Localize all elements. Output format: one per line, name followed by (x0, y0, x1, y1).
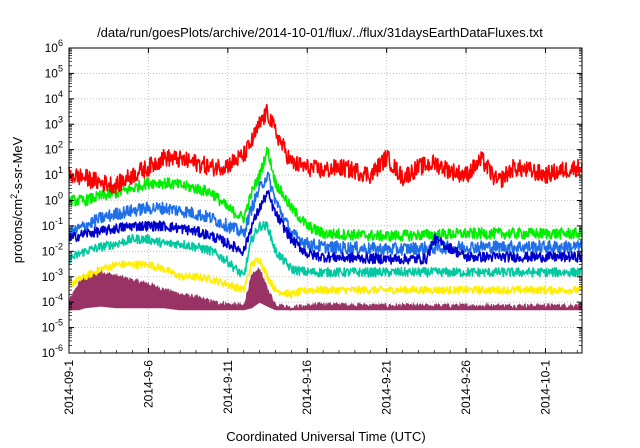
y-tick-base: 10 (42, 346, 56, 360)
x-tick-label: 2014-10-1 (538, 360, 552, 415)
y-tick-base: 10 (42, 321, 56, 335)
y-tick-base: 10 (42, 270, 56, 284)
y-tick-label: 10-6 (42, 343, 63, 360)
series-path (68, 257, 583, 299)
y-tick-base: 10 (45, 66, 59, 80)
series-path (68, 171, 583, 257)
x-tick-label: 2014-9-6 (141, 360, 155, 408)
series-path (68, 189, 583, 265)
y-tick-exponent: -1 (55, 216, 63, 226)
y-tick-label: 10-5 (42, 318, 63, 335)
x-axis: 2014-09-1 2014-9-6 2014-9-11 2014-9-16 2014-… (62, 48, 578, 415)
y-axis-label-units: -s-sr-MeV (10, 136, 25, 193)
y-tick-base: 10 (42, 219, 56, 233)
y-tick-exponent: 1 (58, 165, 63, 175)
chart-title: /data/run/goesPlots/archive/2014-10-01/f… (97, 25, 543, 40)
x-axis-label: Coordinated Universal Time (UTC) (226, 429, 425, 444)
plot-area (68, 103, 583, 312)
y-tick-exponent: -2 (55, 241, 63, 251)
y-tick-label: 10-4 (42, 292, 63, 309)
y-tick-base: 10 (45, 117, 59, 131)
series-line (68, 103, 583, 195)
y-tick-exponent: 5 (58, 63, 63, 73)
y-tick-label: 100 (45, 191, 63, 208)
x-tick-label: 2014-9-16 (300, 360, 314, 415)
y-tick-exponent: 0 (58, 191, 63, 201)
series-path (68, 220, 583, 278)
y-tick-label: 103 (45, 114, 63, 131)
y-tick-base: 10 (42, 244, 56, 258)
y-axis-label-main: protons/cm (10, 199, 25, 263)
y-tick-label: 104 (45, 89, 63, 106)
y-tick-base: 10 (45, 143, 59, 157)
y-tick-label: 101 (45, 165, 63, 182)
series-line (68, 189, 583, 265)
y-tick-base: 10 (45, 41, 59, 55)
y-tick-exponent: 4 (58, 89, 63, 99)
y-tick-exponent: -6 (55, 343, 63, 353)
y-tick-base: 10 (45, 194, 59, 208)
y-tick-label: 10-3 (42, 267, 63, 284)
y-tick-label: 10-2 (42, 241, 63, 258)
y-tick-base: 10 (45, 92, 59, 106)
y-axis-label-superscript: 2 (9, 194, 19, 199)
y-tick-exponent: -4 (55, 292, 63, 302)
series-line (68, 146, 583, 242)
y-tick-exponent: 3 (58, 114, 63, 124)
y-tick-label: 102 (45, 140, 63, 157)
x-tick-label: 2014-9-11 (221, 360, 235, 414)
x-tick-label: 2014-9-21 (380, 360, 394, 415)
y-tick-exponent: 6 (58, 38, 63, 48)
series-line (68, 257, 583, 299)
y-tick-label: 10-1 (42, 216, 63, 233)
y-tick-label: 106 (45, 38, 63, 55)
y-tick-exponent: -3 (55, 267, 63, 277)
x-tick-label: 2014-9-26 (459, 360, 473, 415)
series-path (68, 146, 583, 242)
y-tick-exponent: -5 (55, 318, 63, 328)
y-tick-label: 105 (45, 63, 63, 80)
series-path (68, 103, 583, 195)
y-tick-base: 10 (42, 295, 56, 309)
y-tick-base: 10 (45, 168, 59, 182)
series-line (68, 171, 583, 257)
y-axis-label: protons/cm2-s-sr-MeV (9, 136, 25, 263)
y-tick-exponent: 2 (58, 140, 63, 150)
x-tick-label: 2014-09-1 (62, 360, 76, 415)
y-axis: 10-610-510-410-310-210-11001011021031041… (42, 38, 582, 360)
series-line (68, 220, 583, 278)
